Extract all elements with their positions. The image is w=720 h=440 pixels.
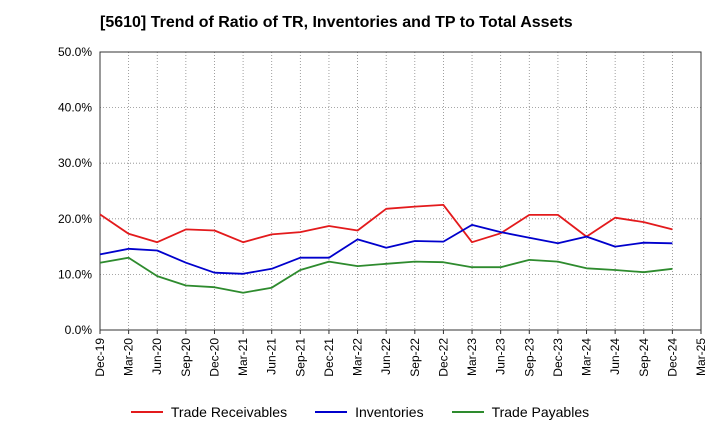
series-layer — [99, 203, 673, 294]
x-tick-label: Dec-21 — [322, 338, 336, 377]
legend-item: Trade Payables — [451, 404, 590, 420]
x-tick-label: Mar-23 — [465, 338, 479, 376]
legend-label: Inventories — [355, 404, 424, 420]
x-tick-label: Jun-22 — [379, 338, 393, 375]
x-tick-label: Jun-21 — [265, 338, 279, 375]
legend-item: Inventories — [315, 404, 424, 420]
x-tick-label: Dec-19 — [93, 338, 107, 377]
y-tick-label: 10.0% — [58, 267, 92, 281]
series-line-trade-receivables — [99, 203, 673, 244]
y-tick-label: 0.0% — [65, 323, 93, 337]
series-line-inventories — [99, 223, 673, 275]
grid-layer — [100, 52, 701, 330]
x-tick-label: Mar-25 — [694, 338, 708, 376]
x-tick-label: Jun-20 — [150, 338, 164, 375]
y-tick-label: 20.0% — [58, 212, 92, 226]
axis-layer — [99, 51, 702, 334]
legend: Trade Receivables Inventories Trade Payabl… — [0, 404, 720, 420]
x-tick-label: Mar-21 — [236, 338, 250, 376]
y-tick-label: 40.0% — [58, 101, 92, 115]
x-tick-label: Dec-24 — [665, 338, 679, 377]
x-tick-label: Dec-20 — [207, 338, 221, 377]
x-tick-label: Sep-24 — [637, 338, 651, 377]
label-layer: 0.0% 10.0% 20.0% 30.0% 40.0% 50.0% Dec-19 Mar-2… — [58, 45, 708, 377]
x-tick-label: Jun-23 — [494, 338, 508, 375]
x-tick-label: Jun-24 — [608, 338, 622, 375]
x-tick-label: Sep-20 — [179, 338, 193, 377]
x-tick-label: Mar-22 — [351, 338, 365, 376]
x-tick-label: Mar-24 — [580, 338, 594, 376]
y-tick-label: 30.0% — [58, 156, 92, 170]
legend-swatch — [451, 411, 484, 413]
legend-label: Trade Receivables — [170, 404, 288, 420]
legend-swatch — [130, 411, 163, 413]
x-tick-label: Sep-23 — [522, 338, 536, 377]
series-line-trade-payables — [99, 256, 673, 294]
y-tick-label: 50.0% — [58, 45, 92, 59]
x-tick-label: Dec-23 — [551, 338, 565, 377]
chart-title: [5610] Trend of Ratio of TR, Inventories… — [100, 14, 573, 31]
x-tick-label: Sep-21 — [293, 338, 307, 377]
x-tick-label: Dec-22 — [436, 338, 450, 377]
legend-swatch — [315, 411, 348, 413]
plot-frame — [99, 51, 702, 331]
legend-item: Trade Receivables — [130, 404, 288, 420]
legend-label: Trade Payables — [491, 404, 590, 420]
x-tick-label: Mar-20 — [122, 338, 136, 376]
x-tick-label: Sep-22 — [408, 338, 422, 377]
